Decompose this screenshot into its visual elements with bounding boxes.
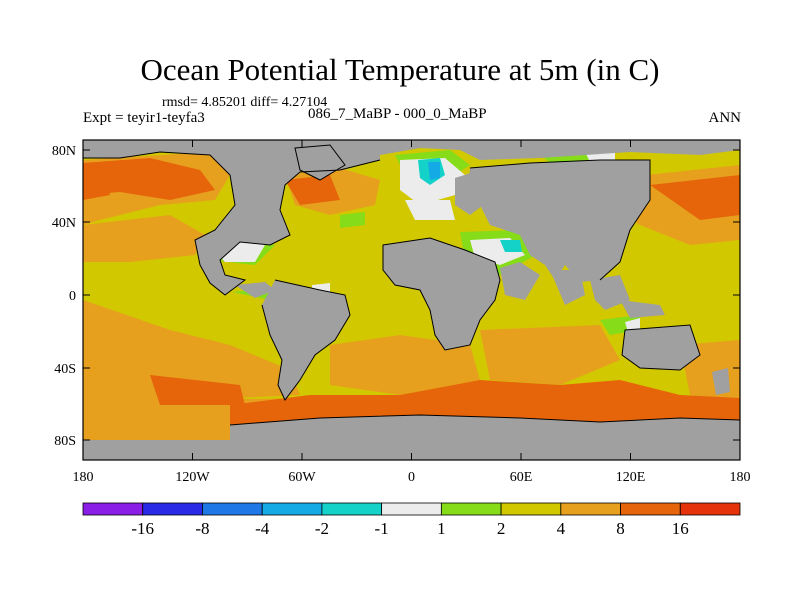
lon-label: 60E [510,470,533,485]
land-new-zealand [712,368,730,395]
season-label: ANN [708,110,742,126]
lat-label: 80S [54,434,76,449]
lon-label: 120E [616,470,646,485]
land-scandinavia [455,170,490,215]
colorbar-swatch [679,502,741,516]
colorbar-swatch [261,502,323,516]
colorbar-label: 8 [616,519,625,538]
lat-label: 40N [52,216,76,231]
colorbar-label: -4 [255,519,270,538]
land-south-america [262,280,350,400]
land-masses [83,140,740,460]
lon-label: 60W [288,470,316,485]
stats-line: rmsd= 4.85201 diff= 4.27104 [162,95,328,110]
green-pacific-small [340,212,365,228]
dark-orange-north-pacific [83,158,215,200]
longitude-axis: 180 120W 60W 0 60E 120E 180 [73,140,751,485]
lat-label: 40S [54,362,76,377]
lon-label: 120W [175,470,210,485]
lat-label: 80N [52,144,76,159]
colorbar-label: -1 [375,519,389,538]
colorbar-label: 1 [437,519,446,538]
colorbar-label: 16 [672,519,689,538]
colorbar-label: 2 [497,519,506,538]
orange-south-pacific [83,300,300,405]
land-antarctica-edge [230,415,740,440]
land-arctic-north [380,140,740,160]
colorbar-label: -16 [131,519,154,538]
colorbar-label: 4 [557,519,566,538]
land-indonesia [620,300,665,318]
land-eurasia [468,160,650,282]
colorbar: -16 -8 -4 -2 -1 1 2 4 8 16 [82,502,741,538]
land-australia [622,325,700,370]
dark-orange-atlantic-north [285,175,340,205]
dark-orange-south-pacific-mid [150,375,245,405]
land-antarctica [83,440,740,460]
lat-label: 0 [69,289,76,304]
orange-subtropical-pacific [83,215,205,262]
colorbar-swatch [202,502,263,516]
orange-indian-ocean [480,325,620,385]
colorbar-swatch [500,502,562,516]
difference-label: 086_7_MaBP - 000_0_MaBP [308,106,487,122]
lon-label: 180 [73,470,94,485]
map-field [83,140,740,460]
land-arabia [500,262,540,300]
colorbar-label: -8 [195,519,209,538]
land-central-america [235,282,275,298]
orange-south-atlantic [330,335,480,395]
colorbar-swatch [82,502,144,516]
colorbar-swatch [142,502,203,516]
land-africa [383,238,500,350]
land-india [550,270,585,305]
land-north-america [83,140,380,295]
dark-orange-east-pacific-north [650,175,740,220]
colorbar-swatch [560,502,621,516]
lon-label: 180 [730,470,751,485]
colorbar-swatch [321,502,383,516]
colorbar-swatch [620,502,681,516]
white-baltic [405,200,455,220]
white-australia [625,318,640,332]
latitude-axis: 80N 40N 0 40S 80S [52,144,740,449]
colorbar-swatch [440,502,502,516]
colorbar-label: -2 [315,519,329,538]
lon-label: 0 [408,470,415,485]
coastlines [83,144,740,426]
colorbar-swatch [381,502,442,516]
blue-arctic [428,162,440,180]
experiment-label: Expt = teyir1-teyfa3 [83,110,205,126]
land-southeast-asia [590,275,630,310]
dark-orange-pacific-west [83,175,110,200]
cyan-europe [500,240,522,252]
map-title: Ocean Potential Temperature at 5m (in C) [140,52,660,87]
